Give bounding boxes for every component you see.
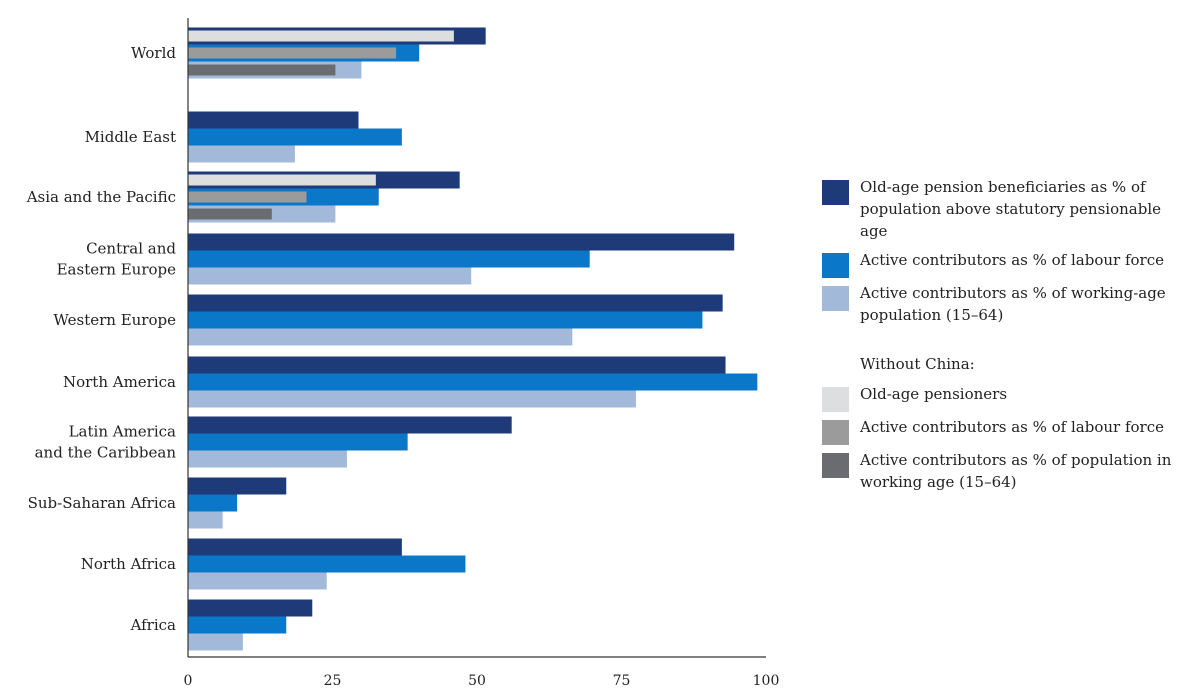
bar-labour xyxy=(188,555,466,573)
legend-item-wc_labour: Active contributors as % of labour force xyxy=(822,416,1190,445)
legend-item-wc_pensioners: Old-age pensioners xyxy=(822,383,1190,412)
bar-chart: World Middle East Asia and the Pacific Cent… xyxy=(26,18,780,689)
category-label: and the Caribbean xyxy=(35,444,177,462)
category-label: North Africa xyxy=(81,555,176,573)
category-label: Latin America xyxy=(69,423,176,441)
legend-label: Old-age pension beneficiaries as % of po… xyxy=(860,178,1161,240)
category-label: Western Europe xyxy=(53,311,176,329)
category-label: Middle East xyxy=(85,128,176,146)
bar-labour xyxy=(188,494,238,512)
bar-working_age xyxy=(188,633,243,651)
bar-working_age xyxy=(188,328,573,346)
category-label: Eastern Europe xyxy=(57,261,177,279)
bar-wc_working_age xyxy=(188,64,336,76)
category-label: Central and xyxy=(86,240,176,258)
bar-beneficiaries xyxy=(188,599,313,617)
legend-label: Active contributors as % of labour force xyxy=(860,418,1165,436)
bar-labour xyxy=(188,616,287,634)
bars-layer xyxy=(188,27,758,651)
legend-swatch xyxy=(822,387,849,412)
category-label: Asia and the Pacific xyxy=(26,188,176,206)
legend-label: Active contributors as % of population i… xyxy=(860,451,1172,491)
category-labels: World Middle East Asia and the Pacific Cent… xyxy=(26,44,177,634)
x-tick-label: 0 xyxy=(184,673,193,689)
category-label: Sub-Saharan Africa xyxy=(28,494,176,512)
x-tick-label: 50 xyxy=(468,673,486,689)
bar-beneficiaries xyxy=(188,356,726,374)
bar-labour xyxy=(188,128,402,146)
bar-working_age xyxy=(188,572,327,590)
bar-labour xyxy=(188,250,590,268)
bar-labour xyxy=(188,373,758,391)
category-label: North America xyxy=(63,373,176,391)
bar-beneficiaries xyxy=(188,416,512,434)
bar-wc_pensioners xyxy=(188,174,376,186)
legend-swatch xyxy=(822,180,849,205)
bar-beneficiaries xyxy=(188,294,723,312)
bar-labour xyxy=(188,433,408,451)
bar-beneficiaries xyxy=(188,538,402,556)
legend-heading: Without China: xyxy=(860,355,975,373)
legend-swatch xyxy=(822,453,849,478)
bar-beneficiaries xyxy=(188,233,735,251)
bar-wc_working_age xyxy=(188,208,272,220)
x-tick-label: 100 xyxy=(753,673,780,689)
bar-beneficiaries xyxy=(188,111,359,129)
bar-wc_pensioners xyxy=(188,30,454,42)
legend-label: Active contributors as % of labour force xyxy=(860,251,1165,269)
legend-item-labour: Active contributors as % of labour force xyxy=(822,249,1190,278)
bar-wc_labour xyxy=(188,191,307,203)
legend: Old-age pension beneficiaries as % of po… xyxy=(822,176,1190,500)
x-tick-label: 25 xyxy=(324,673,342,689)
bar-working_age xyxy=(188,390,636,408)
legend-item-beneficiaries: Old-age pension beneficiaries as % of po… xyxy=(822,176,1190,242)
legend-label: Active contributors as % of working-age … xyxy=(860,284,1166,324)
bar-wc_labour xyxy=(188,47,397,59)
legend-swatch xyxy=(822,420,849,445)
category-label: Africa xyxy=(130,616,176,634)
bar-labour xyxy=(188,311,703,329)
bar-working_age xyxy=(188,145,295,163)
legend-item-working_age: Active contributors as % of working-age … xyxy=(822,282,1190,326)
legend-item-wc_working_age: Active contributors as % of population i… xyxy=(822,449,1190,493)
bar-working_age xyxy=(188,267,472,285)
bar-beneficiaries xyxy=(188,477,287,495)
category-label: World xyxy=(131,44,176,62)
x-axis-ticks: 0 25 50 75 100 xyxy=(184,673,780,689)
bar-working_age xyxy=(188,511,223,529)
x-tick-label: 75 xyxy=(613,673,631,689)
legend-swatch xyxy=(822,286,849,311)
bar-working_age xyxy=(188,450,347,468)
legend-label: Old-age pensioners xyxy=(860,385,1008,403)
legend-swatch xyxy=(822,253,849,278)
